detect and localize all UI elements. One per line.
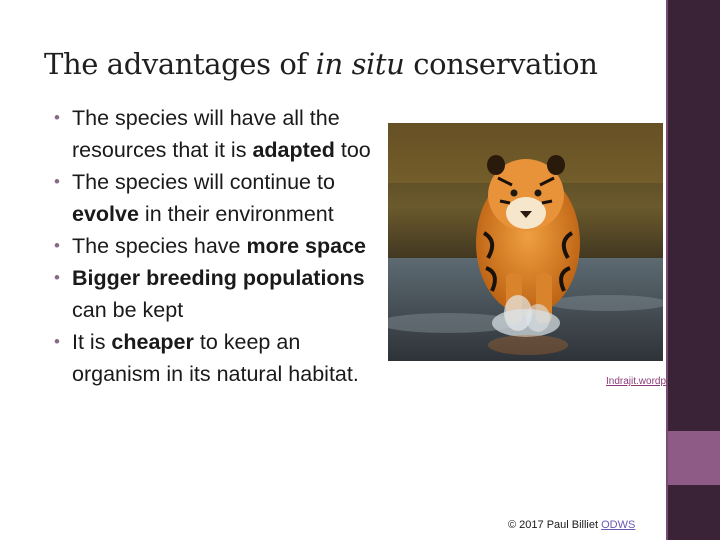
bullet-text: The species will have all the resources … [72,106,340,162]
tiger-image [388,123,663,361]
sidebar-edge [666,0,668,540]
bullet-text: can be kept [72,298,184,322]
odws-link[interactable]: ODWS [601,519,636,531]
bullet-item: • The species will continue to evolve in … [52,166,372,230]
bullet-text: The species will continue to [72,170,335,194]
bullet-marker: • [54,172,60,191]
bullet-marker: • [54,108,60,127]
copyright-text: © 2017 Paul Billiet [508,519,602,531]
title-text-italic: in situ [315,47,405,81]
sidebar-bar-accent [666,431,720,485]
title-text-start: The advantages of [44,47,316,81]
bullet-emphasis: adapted [252,138,335,162]
image-credit-link[interactable]: Indrajit.wordpress [606,376,685,387]
bullet-item: • Bigger breeding populations can be kept [52,262,372,326]
bullet-marker: • [54,268,60,287]
bullet-emphasis: cheaper [111,330,194,354]
tiger-photo [388,123,663,361]
bullet-emphasis: evolve [72,202,139,226]
bullet-emphasis: Bigger breeding populations [72,266,365,290]
bullet-text: It is [72,330,112,354]
sidebar-bar-top [666,0,720,431]
bullet-item: • The species have more space [52,230,372,262]
copyright-notice: © 2017 Paul Billiet ODWS [508,519,635,531]
bullet-item: • It is cheaper to keep an organism in it… [52,326,372,390]
bullet-marker: • [54,332,60,351]
bullet-text: too [334,138,371,162]
bullet-list: • The species will have all the resources… [52,102,372,390]
bullet-text: in their environment [138,202,334,226]
bullet-item: • The species will have all the resources… [52,102,372,166]
bullet-emphasis: more space [246,234,367,258]
bullet-marker: • [54,236,60,255]
title-text-end: conservation [404,47,598,81]
sidebar-bar-bottom [666,485,720,540]
bullet-text: The species have [72,234,247,258]
bullet-text: to keep an organism in its natural habit… [72,330,359,386]
slide-title: The advantages of in situ conservation [44,47,664,87]
